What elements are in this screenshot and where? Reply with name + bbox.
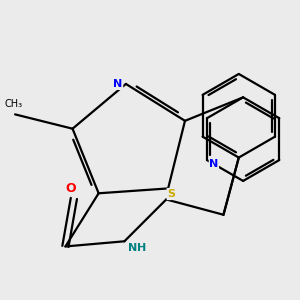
Text: H: H	[137, 243, 146, 253]
Text: CH₃: CH₃	[4, 99, 23, 109]
Text: S: S	[168, 189, 176, 199]
Text: N: N	[128, 243, 137, 253]
Text: O: O	[65, 182, 76, 195]
Text: N: N	[113, 79, 122, 89]
Text: N: N	[209, 158, 218, 169]
Text: S: S	[168, 189, 176, 199]
Text: N: N	[113, 79, 122, 89]
